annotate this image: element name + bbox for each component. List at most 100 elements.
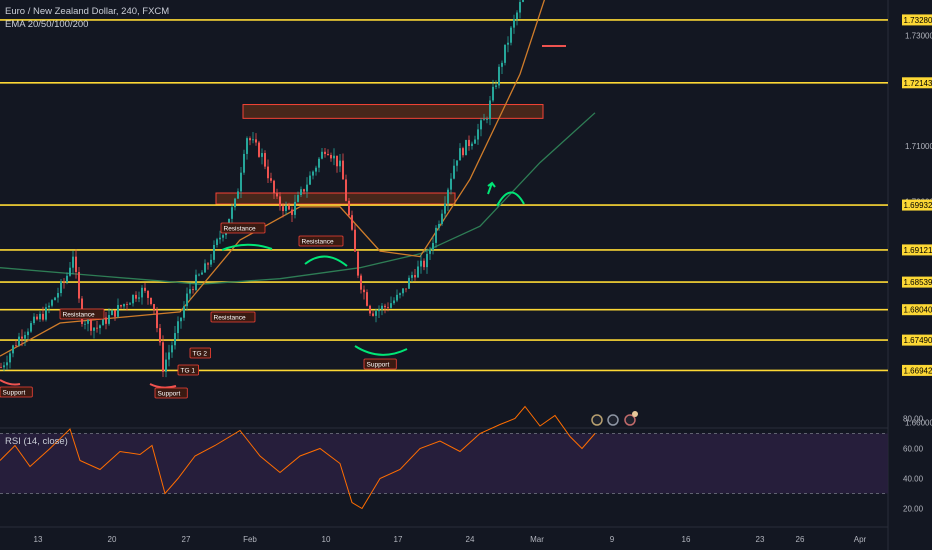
- candle-body: [513, 19, 515, 28]
- candle-body: [477, 129, 479, 140]
- candle-body: [339, 160, 341, 167]
- time-tick-label: Mar: [530, 535, 544, 544]
- candle-body: [309, 175, 311, 185]
- candle-body: [132, 294, 134, 304]
- candle-body: [246, 138, 248, 154]
- resistance-label-3-box: [59, 308, 105, 320]
- candle-body: [30, 323, 32, 332]
- price-tag-11: 1.67490: [904, 336, 932, 345]
- candle-body: [330, 154, 332, 159]
- time-tick-label: 24: [466, 535, 475, 544]
- candle-body: [453, 165, 455, 179]
- rsi-title: RSI (14, close): [5, 436, 68, 447]
- candle-body: [438, 223, 440, 228]
- candle-body: [399, 293, 401, 295]
- candle-body: [237, 191, 239, 199]
- candle-body: [147, 290, 149, 298]
- candle-body: [480, 120, 482, 130]
- candle-body: [456, 160, 458, 166]
- event-icon-2[interactable]: [624, 414, 636, 426]
- candle-body: [6, 362, 8, 366]
- candle-body: [279, 196, 281, 207]
- candle-body: [90, 319, 92, 331]
- candle-body: [51, 300, 53, 306]
- time-tick-label: Apr: [854, 535, 867, 544]
- resistance-zone-upper[interactable]: [242, 104, 544, 119]
- support-label-2-box: [154, 387, 188, 399]
- candle-body: [333, 155, 335, 159]
- candle-body: [405, 288, 407, 290]
- candle-body: [165, 359, 167, 372]
- candle-body: [192, 289, 194, 291]
- candle-body: [96, 327, 98, 329]
- candle-body: [519, 1, 521, 13]
- candle-body: [312, 171, 314, 176]
- ema-slow-line: [0, 112, 596, 285]
- candle-body: [507, 42, 509, 45]
- candle-body: [318, 158, 320, 168]
- candle-body: [441, 213, 443, 224]
- candle-body: [468, 139, 470, 147]
- candle-body: [288, 205, 290, 210]
- price-tag-box-7: [902, 199, 932, 211]
- candle-body: [375, 311, 377, 316]
- support-arc: [354, 345, 408, 356]
- candle-body: [303, 189, 305, 192]
- price-tick-label: 1.73000: [905, 31, 932, 40]
- candle-body: [45, 307, 47, 320]
- time-tick-label: 17: [394, 535, 403, 544]
- candle-body: [3, 365, 5, 368]
- candle-body: [390, 303, 392, 308]
- candle-body: [36, 316, 38, 320]
- candle-body: [135, 294, 137, 299]
- candle-body: [483, 119, 485, 121]
- candle-body: [444, 203, 446, 214]
- candle-body: [384, 305, 386, 308]
- event-icon-0[interactable]: [591, 414, 603, 426]
- candle-body: [204, 263, 206, 273]
- ema-fast-line: [0, 0, 546, 357]
- candle-body: [300, 189, 302, 196]
- candle-body: [261, 153, 263, 157]
- price-tag-box-5: [902, 14, 932, 26]
- candle-body: [99, 325, 101, 329]
- candle-body: [60, 281, 62, 294]
- candle-body: [102, 317, 104, 326]
- resistance-label-1-box: [220, 222, 266, 234]
- candle-body: [15, 345, 17, 347]
- candle-body: [465, 139, 467, 156]
- candle-body: [144, 287, 146, 291]
- price-tag-box-12: [902, 364, 932, 376]
- candle-body: [462, 148, 464, 156]
- candle-body: [138, 297, 140, 299]
- target-label-2: TG 2: [193, 351, 208, 358]
- candle-body: [78, 271, 80, 299]
- candle-body: [195, 274, 197, 291]
- candle-body: [450, 178, 452, 190]
- price-tag-box-10: [902, 304, 932, 316]
- candle-body: [504, 44, 506, 63]
- candle-body: [498, 66, 500, 86]
- candle-body: [201, 272, 203, 275]
- candle-body: [33, 316, 35, 324]
- resistance-zone-lower[interactable]: [215, 192, 456, 205]
- candle-body: [39, 313, 41, 320]
- candle-body: [18, 336, 20, 346]
- candle-body: [63, 281, 65, 283]
- candle-body: [522, 0, 524, 2]
- candle-body: [381, 305, 383, 310]
- support-marker-2: [149, 383, 177, 389]
- candle-body: [486, 119, 488, 120]
- resistance-label-4: Resistance: [214, 315, 247, 322]
- support-label-1-box: [363, 358, 397, 370]
- resistance-label-2-box: [298, 235, 344, 247]
- candle-body: [408, 277, 410, 289]
- price-tag-6: 1.72143: [904, 79, 932, 88]
- candle-body: [363, 289, 365, 293]
- candle-body: [27, 331, 29, 336]
- event-icon-1[interactable]: [607, 414, 619, 426]
- candle-body: [84, 323, 86, 325]
- candle-body: [357, 251, 359, 276]
- candle-body: [354, 229, 356, 252]
